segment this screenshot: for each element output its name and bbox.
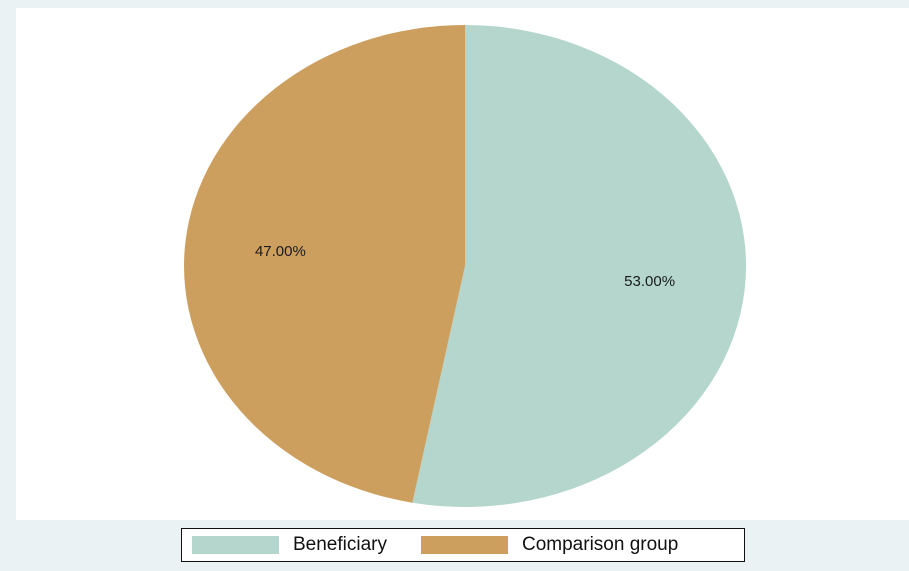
- legend-item-comparison-group: Comparison group: [421, 529, 678, 561]
- legend-label-beneficiary: Beneficiary: [293, 534, 387, 555]
- pie-slices: [184, 24, 747, 507]
- legend-label-comparison-group: Comparison group: [522, 534, 679, 555]
- legend-swatch-beneficiary: [192, 536, 279, 554]
- legend: Beneficiary Comparison group: [181, 528, 745, 562]
- slice-label-beneficiary: 53.00%: [624, 273, 675, 290]
- pie-chart: 53.00% 47.00%: [184, 24, 747, 507]
- legend-item-beneficiary: Beneficiary: [192, 529, 387, 561]
- pie-slice-comparison-group: [184, 25, 465, 503]
- legend-swatch-comparison-group: [421, 536, 508, 554]
- pie-slice-labels: 53.00% 47.00%: [255, 243, 675, 290]
- slice-label-comparison-group: 47.00%: [255, 243, 306, 260]
- pie-slice-beneficiary: [412, 24, 747, 507]
